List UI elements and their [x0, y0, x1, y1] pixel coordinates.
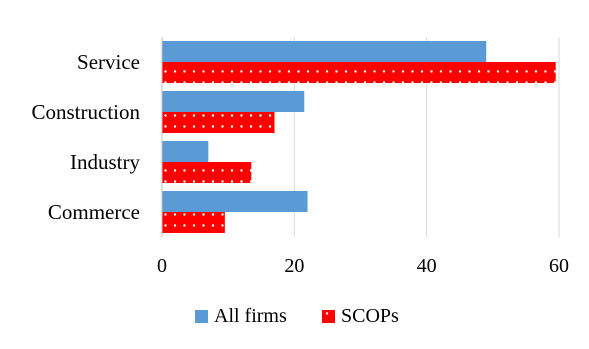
legend-swatch-all-firms [195, 310, 208, 323]
legend-label-all-firms: All firms [214, 305, 287, 327]
category-label-construction: Construction [32, 100, 141, 124]
x-tick-label-60: 60 [549, 255, 569, 277]
legend-label-scops: SCOPs [341, 305, 399, 327]
x-tick-label-20: 20 [284, 255, 304, 277]
bar-scops-commerce [162, 212, 225, 233]
bar-all-firms-industry [162, 141, 209, 162]
x-tick-label-40: 40 [417, 255, 437, 277]
bar-all-firms-commerce [162, 191, 308, 212]
bars [162, 41, 556, 233]
category-label-industry: Industry [70, 150, 140, 174]
bar-scops-industry [162, 162, 252, 183]
legend: All firms SCOPs [195, 305, 399, 327]
bar-scops-service [162, 62, 556, 83]
x-tick-label-0: 0 [157, 255, 167, 277]
legend-swatch-scops [322, 310, 335, 323]
bar-all-firms-service [162, 41, 487, 62]
labels: 0 20 40 60 Service Construction Industry Commer… [32, 50, 570, 277]
bar-scops-construction [162, 112, 275, 133]
bar-all-firms-construction [162, 91, 305, 112]
category-label-commerce: Commerce [48, 200, 140, 224]
category-label-service: Service [77, 50, 140, 74]
